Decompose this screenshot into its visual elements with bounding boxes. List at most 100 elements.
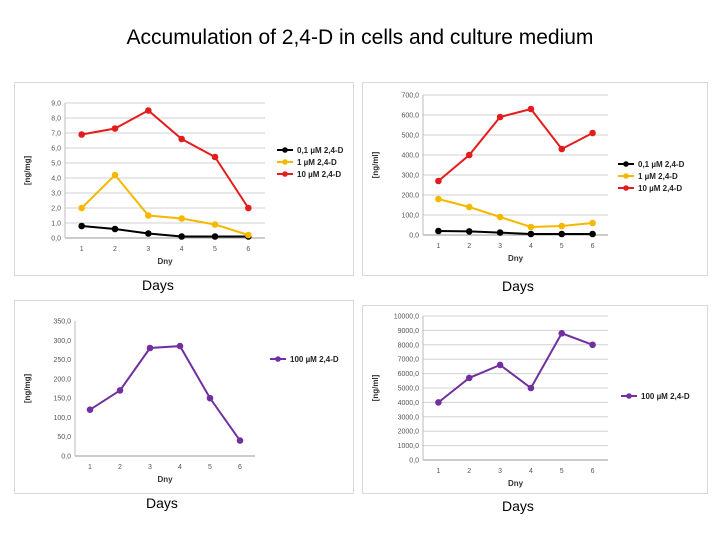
data-point (211, 221, 219, 228)
data-point (206, 394, 214, 402)
page-title: Accumulation of 2,4-D in cells and cultu… (126, 26, 594, 49)
x-tick-label: 1 (436, 243, 440, 250)
x-tick-label: 6 (591, 468, 595, 475)
y-tick-label: 300,0 (401, 173, 419, 180)
y-tick-label: 4,0 (51, 176, 61, 183)
legend-marker (623, 161, 629, 167)
y-tick-label: 100,0 (53, 415, 71, 422)
days-caption-cells-low: Days (142, 277, 174, 293)
data-point (496, 361, 504, 369)
x-axis-title: Dny (508, 479, 524, 488)
x-tick-label: 3 (148, 464, 152, 471)
data-point (435, 227, 442, 235)
data-point (116, 387, 124, 394)
x-tick-label: 4 (529, 243, 533, 250)
y-tick-label: 150,0 (53, 396, 71, 403)
data-point (145, 212, 152, 219)
data-point (176, 342, 184, 350)
legend-label: 1 µM 2,4-D (638, 172, 678, 181)
x-tick-label: 5 (560, 468, 564, 475)
data-point (111, 171, 119, 179)
y-tick-label: 3,0 (51, 191, 61, 198)
y-tick-label: 300,0 (53, 338, 71, 345)
y-tick-label: 0,0 (61, 454, 71, 461)
data-point (435, 177, 442, 185)
y-tick-label: 250,0 (53, 357, 71, 364)
x-tick-label: 2 (118, 464, 122, 471)
data-point (465, 203, 473, 211)
data-point (496, 229, 504, 236)
chart-panel-cells-high: 0,0 50,0 100,0 150,0 200,0 250,0 300,0 350,0 1 2 3… (14, 300, 354, 494)
data-point (146, 344, 154, 352)
series-line (438, 198, 593, 229)
data-point (78, 222, 85, 230)
data-point (435, 195, 442, 203)
x-tick-label: 6 (246, 246, 250, 253)
data-point (589, 129, 596, 137)
legend-marker (626, 393, 632, 399)
chart-medium-low: 0,0 100,0 200,0 300,0 400,0 500,0 600,0 700,0 1 2… (371, 93, 685, 264)
y-tick-label: 8,0 (51, 116, 61, 123)
y-tick-label: 0,0 (409, 233, 419, 240)
days-caption-medium-low: Days (502, 278, 534, 294)
x-axis-title: Dny (157, 257, 173, 266)
data-point (558, 145, 566, 153)
y-tick-label: 7000,0 (398, 357, 420, 364)
y-tick-label: 7,0 (51, 131, 61, 138)
data-point (236, 437, 244, 444)
legend-label: 0,1 µM 2,4-D (638, 160, 685, 169)
data-point (527, 384, 535, 392)
days-caption-medium-high: Days (502, 498, 534, 514)
data-point (589, 219, 596, 227)
y-tick-label: 700,0 (401, 93, 419, 100)
chart-panel-medium-low: 0,0 100,0 200,0 300,0 400,0 500,0 600,0 700,0 1 2… (362, 82, 708, 276)
data-point (86, 406, 94, 414)
y-tick-label: 5,0 (51, 161, 61, 168)
data-point (435, 399, 442, 406)
y-tick-label: 9,0 (51, 101, 61, 108)
x-tick-label: 6 (238, 464, 242, 471)
x-tick-label: 2 (467, 243, 471, 250)
data-point (558, 222, 566, 230)
y-tick-label: 4000,0 (398, 400, 420, 407)
data-point (111, 225, 119, 233)
series-line (437, 107, 594, 182)
data-point (78, 131, 85, 138)
y-tick-label: 200,0 (53, 376, 71, 383)
y-tick-label: 1000,0 (398, 443, 420, 450)
y-tick-label: 350,0 (53, 319, 71, 326)
series-line (81, 225, 249, 238)
chart-panel-cells-low: 0,0 1,0 2,0 3,0 4,0 5,0 6,0 7,0 8,0 9,0 1 2 3 4 5 6 Dny [… (14, 82, 354, 276)
data-point (78, 204, 85, 212)
y-tick-label: 10000,0 (394, 314, 419, 321)
legend-label: 10 µM 2,4-D (638, 184, 682, 193)
data-point (245, 204, 252, 212)
chart-cells-high: 0,0 50,0 100,0 150,0 200,0 250,0 300,0 350,0 1 2 3… (23, 319, 339, 485)
series-line (437, 332, 593, 404)
data-point (558, 230, 566, 238)
legend-marker (275, 356, 281, 362)
series-line (438, 230, 593, 235)
y-axis-title: [ng/mg] (23, 156, 32, 186)
y-tick-label: 6000,0 (398, 371, 420, 378)
legend-label: 10 µM 2,4-D (297, 170, 341, 179)
chart-panel-medium-high: 0,0 1000,0 2000,0 3000,0 4000,0 5000,0 6000,0 7… (362, 305, 708, 494)
series-line (80, 173, 249, 236)
y-tick-label: 0,0 (409, 458, 419, 465)
legend-label: 100 µM 2,4-D (290, 355, 339, 364)
data-point (558, 329, 566, 337)
x-tick-label: 6 (591, 243, 595, 250)
y-tick-label: 600,0 (401, 113, 419, 120)
legend-marker (282, 171, 288, 177)
data-point (589, 230, 596, 238)
y-tick-label: 200,0 (401, 193, 419, 200)
x-tick-label: 4 (180, 246, 184, 253)
days-caption-cells-high: Days (146, 495, 178, 511)
x-tick-label: 1 (436, 468, 440, 475)
legend-marker (623, 173, 629, 179)
data-point (211, 153, 219, 161)
x-tick-label: 4 (529, 468, 533, 475)
y-tick-label: 3000,0 (398, 414, 420, 421)
data-point (527, 105, 535, 113)
y-tick-label: 9000,0 (398, 328, 420, 335)
